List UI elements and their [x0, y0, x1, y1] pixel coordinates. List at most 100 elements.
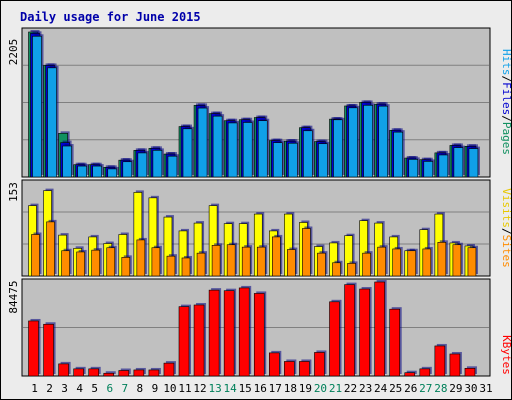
day-label-28: 28 — [434, 382, 447, 395]
bar-kbytes-day-14-face — [223, 290, 235, 377]
bar-kbytes-day-17-face — [268, 352, 280, 377]
bar-pages-day-5-face — [92, 165, 102, 178]
legend-kbytes: KBytes — [500, 335, 512, 375]
bar-pages-day-12-face — [197, 107, 208, 178]
bar-kbytes-day-16-face — [253, 293, 265, 377]
visits-ymax-label: 153 — [7, 182, 20, 202]
bar-kbytes-day-17 — [268, 350, 282, 377]
bar-kbytes-day-19-face — [299, 361, 310, 377]
bar-sites-day-7 — [121, 255, 132, 277]
bar-pages-day-15 — [242, 120, 255, 178]
bar-sites-day-14-face — [226, 244, 236, 277]
bar-sites-day-8-face — [136, 239, 146, 277]
bar-kbytes-day-24 — [374, 280, 387, 377]
bar-kbytes-day-29 — [449, 351, 462, 377]
bar-pages-day-29-face — [453, 147, 464, 178]
day-label-11: 11 — [178, 382, 191, 395]
bar-sites-day-19 — [302, 226, 313, 277]
bar-sites-day-12 — [196, 251, 208, 277]
bar-sites-day-14 — [226, 242, 238, 277]
bar-kbytes-day-28-face — [434, 345, 446, 377]
bar-sites-day-28-face — [437, 242, 447, 277]
bar-sites-day-21 — [332, 260, 343, 277]
bar-sites-day-23 — [362, 251, 373, 277]
bar-kbytes-day-13-face — [208, 289, 220, 377]
bar-kbytes-day-24-face — [374, 281, 385, 377]
bar-pages-day-7 — [122, 159, 134, 178]
day-label-6: 6 — [106, 382, 113, 395]
day-label-31: 31 — [479, 382, 492, 395]
day-label-19: 19 — [299, 382, 312, 395]
bar-sites-day-10 — [166, 254, 177, 277]
bar-pages-day-24 — [378, 104, 390, 178]
day-label-27: 27 — [419, 382, 432, 395]
bar-kbytes-day-15-face — [238, 287, 250, 377]
bar-kbytes-day-6-shadow — [105, 371, 116, 374]
bar-kbytes-day-25 — [389, 307, 402, 377]
bar-sites-day-15-face — [241, 246, 251, 277]
bar-pages-day-4 — [77, 164, 89, 178]
bar-sites-day-13 — [211, 243, 223, 277]
bar-sites-day-28 — [437, 240, 448, 277]
bar-sites-day-20-face — [317, 252, 326, 277]
bar-pages-day-29 — [453, 145, 465, 178]
bar-sites-day-23-face — [362, 252, 371, 277]
bar-pages-day-15-face — [242, 122, 253, 178]
legend-hits: Hits — [500, 49, 512, 76]
bar-kbytes-day-11-face — [178, 306, 190, 377]
bar-kbytes-day-18-face — [284, 361, 295, 377]
bar-kbytes-day-20 — [314, 350, 327, 377]
bar-kbytes-day-8 — [133, 367, 146, 377]
bar-pages-day-8 — [137, 150, 149, 178]
bar-kbytes-day-13 — [208, 288, 222, 377]
bar-pages-day-30-face — [468, 148, 479, 178]
bar-pages-day-1 — [32, 34, 44, 178]
day-label-17: 17 — [269, 382, 282, 395]
bar-sites-day-4 — [76, 249, 87, 277]
bar-kbytes-day-27-face — [419, 368, 431, 377]
bar-sites-day-30 — [467, 245, 478, 277]
bar-sites-day-16 — [256, 245, 268, 277]
bar-sites-day-22-face — [347, 263, 356, 277]
day-label-3: 3 — [61, 382, 68, 395]
bar-kbytes-day-1-face — [28, 320, 39, 377]
bar-pages-day-21 — [333, 117, 345, 178]
bar-pages-day-6-face — [107, 168, 118, 178]
bar-sites-day-17-face — [271, 236, 281, 277]
bar-kbytes-day-28 — [434, 343, 447, 377]
day-label-23: 23 — [359, 382, 372, 395]
day-label-7: 7 — [121, 382, 128, 395]
bar-pages-day-19-face — [303, 130, 313, 178]
bar-pages-day-16 — [257, 118, 270, 178]
day-label-12: 12 — [193, 382, 206, 395]
bar-pages-day-13-face — [212, 115, 223, 178]
bar-sites-day-25 — [392, 246, 403, 277]
bar-kbytes-day-3-face — [58, 363, 69, 377]
bar-pages-day-9 — [152, 148, 164, 178]
bar-pages-day-2 — [47, 65, 59, 178]
bar-kbytes-day-25-face — [389, 308, 401, 377]
bar-sites-day-9-face — [151, 247, 161, 277]
legend-sep: / — [500, 115, 512, 122]
bar-pages-day-1-face — [32, 35, 42, 178]
bar-kbytes-day-23-face — [359, 288, 370, 377]
bar-pages-day-14 — [227, 120, 240, 178]
bar-pages-day-27-face — [423, 161, 434, 178]
bar-pages-day-30 — [468, 146, 480, 178]
bar-pages-day-4-face — [77, 165, 87, 178]
day-label-22: 22 — [344, 382, 357, 395]
x-axis-day-labels: 1 2 3 4 5 6 7 8 9 10 11 12 13 14 15 16 17 18 19 20 21 22 23 24 2… — [31, 382, 492, 395]
bar-pages-day-18 — [288, 141, 300, 178]
bar-sites-day-8 — [136, 237, 147, 277]
chart-title: Daily usage for June 2015 — [20, 10, 201, 24]
bar-kbytes-day-2-face — [43, 323, 54, 377]
bar-sites-day-29-face — [452, 244, 462, 277]
bar-pages-day-19 — [303, 128, 315, 178]
bar-kbytes-day-23 — [359, 287, 372, 377]
bar-sites-day-15 — [241, 245, 253, 277]
bar-sites-day-2-face — [46, 221, 55, 277]
bar-pages-day-20-face — [318, 143, 328, 178]
bar-kbytes-day-21-face — [329, 301, 340, 377]
